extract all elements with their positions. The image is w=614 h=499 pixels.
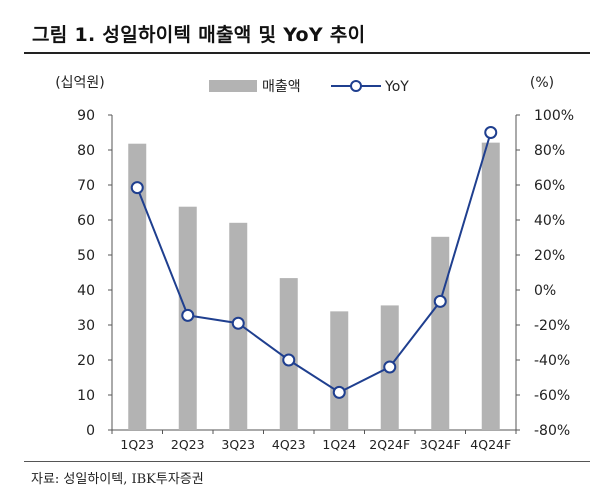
yoy-point bbox=[282, 353, 296, 367]
tick-labels: 0 10 20 30 40 50 60 70 80 90 -80% -60% -40% -20% 0% 20%… bbox=[55, 75, 574, 452]
x-tick-label: 2Q24F bbox=[369, 437, 410, 452]
x-tick-label: 1Q23 bbox=[120, 437, 154, 452]
y-left-tick-label: 50 bbox=[77, 248, 95, 264]
yoy-point bbox=[484, 126, 498, 139]
y-right-tick-label: 100% bbox=[534, 108, 574, 124]
title-divider bbox=[24, 52, 590, 54]
legend-marker-yoy bbox=[350, 80, 362, 92]
y-left-tick-label: 60 bbox=[77, 213, 95, 229]
bar bbox=[330, 311, 349, 430]
y-left-tick-label: 10 bbox=[77, 388, 95, 404]
chart-axes bbox=[108, 114, 520, 434]
legend-label-revenue: 매출액 bbox=[262, 79, 301, 95]
legend-swatch-revenue bbox=[209, 80, 257, 92]
bar bbox=[128, 143, 147, 430]
yoy-point bbox=[383, 360, 397, 374]
y-left-tick-label: 90 bbox=[77, 108, 95, 124]
y-right-unit-label: (%) bbox=[530, 75, 554, 91]
source-divider bbox=[24, 461, 590, 462]
line-series-yoy bbox=[130, 126, 498, 399]
y-right-tick-label: 0% bbox=[534, 283, 556, 299]
y-left-tick-label: 20 bbox=[77, 353, 95, 369]
yoy-point bbox=[332, 385, 346, 399]
yoy-point bbox=[433, 294, 447, 308]
y-right-tick-label: 60% bbox=[534, 178, 565, 194]
y-right-tick-label: -20% bbox=[534, 318, 570, 334]
y-left-tick-label: 80 bbox=[77, 143, 95, 159]
x-tick-label: 3Q23 bbox=[221, 437, 255, 452]
source-note: 자료: 성일하이텍, IBK투자증권 bbox=[31, 472, 204, 487]
y-right-tick-label: -40% bbox=[534, 353, 570, 369]
y-left-tick-label: 70 bbox=[77, 178, 95, 194]
page-title: 그림 1. 성일하이텍 매출액 및 YoY 추이 bbox=[32, 24, 366, 46]
x-tick-label: 4Q24F bbox=[470, 437, 511, 452]
yoy-point bbox=[130, 181, 144, 195]
y-left-unit-label: (십억원) bbox=[55, 75, 105, 91]
y-right-tick-label: -60% bbox=[534, 388, 570, 404]
x-tick-label: 1Q24 bbox=[322, 437, 356, 452]
legend-label-yoy: YoY bbox=[384, 79, 409, 95]
y-right-tick-label: -80% bbox=[534, 423, 570, 439]
y-left-tick-label: 0 bbox=[86, 423, 95, 439]
legend: 매출액 YoY bbox=[209, 79, 409, 95]
bar bbox=[431, 236, 450, 430]
x-tick-label: 4Q23 bbox=[272, 437, 306, 452]
y-right-tick-label: 80% bbox=[534, 143, 565, 159]
x-tick-label: 3Q24F bbox=[420, 437, 461, 452]
yoy-point bbox=[231, 316, 245, 330]
y-left-tick-label: 40 bbox=[77, 283, 95, 299]
yoy-line bbox=[136, 132, 492, 394]
x-tick-label: 2Q23 bbox=[171, 437, 205, 452]
y-right-tick-label: 40% bbox=[534, 213, 565, 229]
y-left-tick-label: 30 bbox=[77, 318, 95, 334]
y-right-tick-label: 20% bbox=[534, 248, 565, 264]
yoy-point bbox=[181, 308, 195, 322]
bar bbox=[481, 142, 500, 430]
